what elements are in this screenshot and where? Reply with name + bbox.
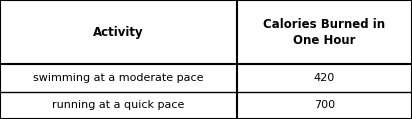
Text: running at a quick pace: running at a quick pace — [52, 100, 185, 110]
Text: swimming at a moderate pace: swimming at a moderate pace — [33, 73, 204, 83]
Text: Activity: Activity — [93, 26, 144, 39]
Text: Calories Burned in
One Hour: Calories Burned in One Hour — [263, 18, 386, 47]
Text: 700: 700 — [314, 100, 335, 110]
Text: 420: 420 — [314, 73, 335, 83]
